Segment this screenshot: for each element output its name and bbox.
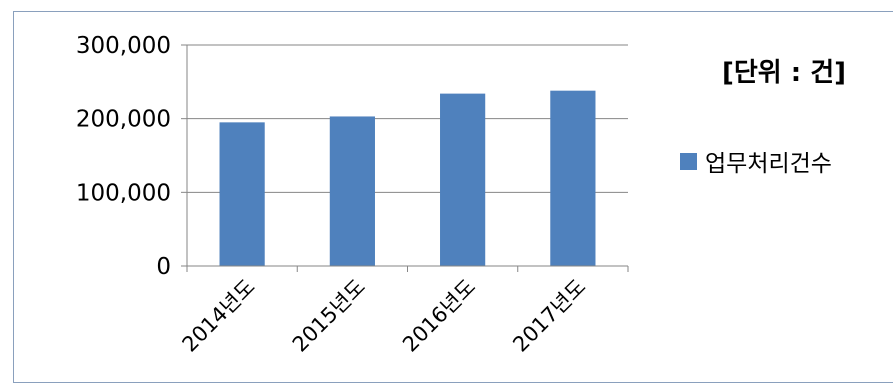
unit-note: [단위 : 건]	[722, 58, 846, 88]
legend-swatch	[680, 153, 697, 170]
bar	[440, 93, 486, 267]
y-tick-label: 300,000	[76, 33, 171, 59]
bar	[550, 90, 596, 266]
axes	[181, 44, 629, 272]
bar	[329, 116, 375, 266]
x-tick-label: 2017년도	[508, 275, 590, 357]
y-tick-labels: 0 100,000 200,000 300,000	[76, 33, 171, 280]
legend-label: 업무처리건수	[705, 151, 832, 177]
y-tick-label: 0	[156, 254, 171, 280]
bars	[219, 90, 596, 267]
x-tick-label: 2015년도	[288, 275, 370, 357]
x-tick-labels: 2014년도 2015년도 2016년도 2017년도	[178, 275, 591, 357]
bar	[219, 122, 265, 266]
y-tick-label: 200,000	[76, 107, 171, 133]
x-tick-label: 2014년도	[178, 275, 260, 357]
x-tick-label: 2016년도	[398, 275, 480, 357]
y-tick-label: 100,000	[76, 180, 171, 206]
